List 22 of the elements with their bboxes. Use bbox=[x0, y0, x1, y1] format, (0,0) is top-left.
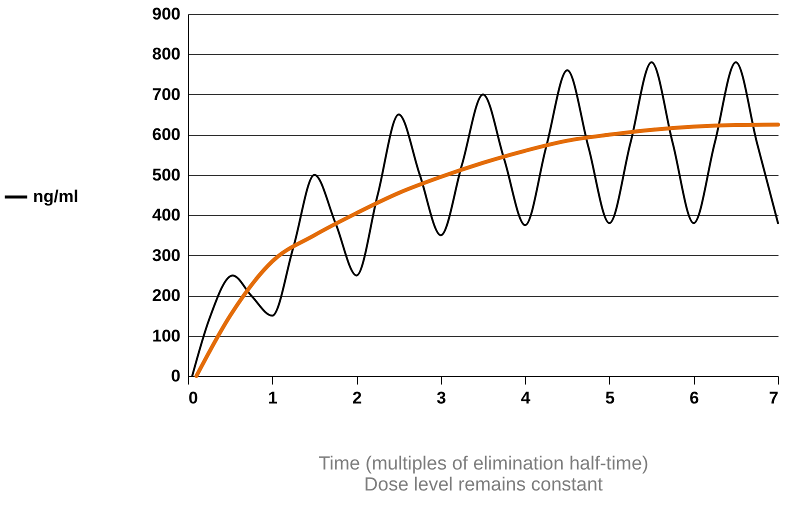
legend-label: ng/ml bbox=[33, 187, 78, 206]
x-tick-label: 0 bbox=[188, 388, 198, 408]
y-tick-label: 900 bbox=[152, 4, 180, 24]
y-tick-label: 600 bbox=[152, 125, 180, 144]
text: Dose level remains constant bbox=[364, 474, 604, 496]
y-tick-label: 300 bbox=[152, 246, 180, 265]
x-axis-title: Time (multiples of elimination half-time) bbox=[318, 454, 648, 474]
y-tick-label: 800 bbox=[152, 44, 180, 64]
x-tick-label: 4 bbox=[520, 388, 531, 408]
x-tick-label: 2 bbox=[352, 388, 362, 408]
x-tick-label: 3 bbox=[436, 388, 446, 408]
y-tick-label: 200 bbox=[152, 286, 180, 306]
line-series bbox=[194, 122, 780, 378]
y-tick-label: 700 bbox=[152, 84, 180, 104]
x-tick-label: 6 bbox=[689, 388, 699, 408]
y-tick-label: 100 bbox=[152, 326, 180, 346]
y-tick-label: 500 bbox=[152, 165, 180, 184]
x-tick-label: 5 bbox=[605, 388, 615, 408]
x-tick-label: 7 bbox=[769, 388, 778, 408]
y-tick-label: 0 bbox=[171, 366, 180, 386]
y-tick-label: 400 bbox=[152, 206, 180, 225]
x-tick-label: 1 bbox=[268, 388, 278, 408]
